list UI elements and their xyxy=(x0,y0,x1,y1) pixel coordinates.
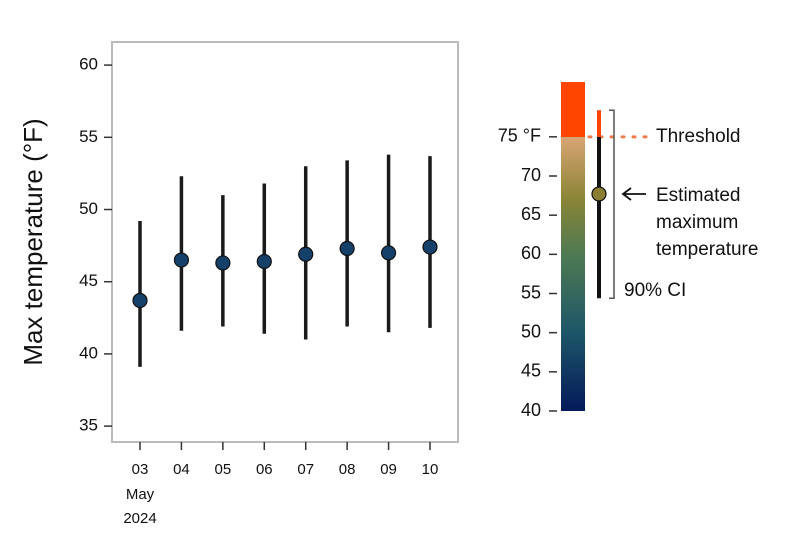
threshold-label: Threshold xyxy=(656,126,741,147)
estimate-label: maximum xyxy=(656,212,738,233)
x-tick-label: 09 xyxy=(380,461,397,478)
plot-frame xyxy=(111,41,459,443)
x-tick-label: 07 xyxy=(297,461,314,478)
y-tick-label: 60 xyxy=(79,55,98,74)
point xyxy=(380,245,397,261)
y-tick-label: 75 °F xyxy=(498,126,541,146)
x-period-label: 2024 xyxy=(123,510,156,527)
point xyxy=(298,246,314,262)
ci-label: 90% CI xyxy=(624,280,686,301)
y-tick-label: 65 xyxy=(521,204,541,224)
estimate-label: temperature xyxy=(656,239,758,260)
y-tick-label: 50 xyxy=(521,321,541,341)
y-tick-label: 40 xyxy=(521,400,541,420)
estimate-label: Estimated xyxy=(656,185,740,206)
colorbar xyxy=(561,82,585,411)
point xyxy=(256,253,272,270)
x-tick-label: 06 xyxy=(256,461,273,478)
y-tick-label: 55 xyxy=(79,127,98,146)
y-axis-title: Max temperature (°F) xyxy=(18,118,48,365)
point xyxy=(422,239,438,255)
y-tick-label: 40 xyxy=(79,343,98,362)
arrow xyxy=(621,187,646,201)
y-tick-label: 45 xyxy=(79,271,98,290)
x-tick-label: 10 xyxy=(422,461,439,478)
x-tick-label: 03 xyxy=(132,461,149,478)
y-tick-label: 45 xyxy=(521,361,541,381)
point xyxy=(173,252,190,268)
y-tick-label: 35 xyxy=(79,416,98,435)
y-tick-label: 70 xyxy=(521,165,541,185)
x-tick-label: 05 xyxy=(215,461,232,478)
y-tick-label: 55 xyxy=(521,282,541,302)
point xyxy=(132,292,148,309)
x-period-label: May xyxy=(126,486,155,503)
x-tick-label: 08 xyxy=(339,461,356,478)
y-tick-label: 50 xyxy=(79,199,98,218)
point xyxy=(215,255,231,271)
point xyxy=(339,240,355,257)
ci-bracket xyxy=(609,109,615,299)
y-tick-label: 60 xyxy=(521,243,541,263)
x-tick-label: 04 xyxy=(173,461,190,478)
estimate-point xyxy=(591,186,607,202)
